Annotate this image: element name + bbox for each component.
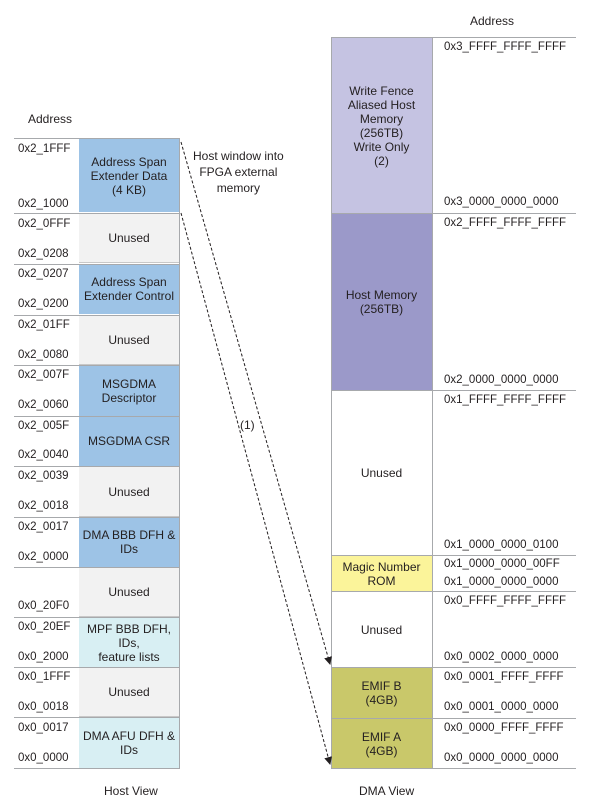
host-block-unused-3: Unused — [79, 467, 179, 517]
host-addr-high: 0x0_1FFF — [18, 671, 71, 683]
host-addr-high: 0x2_0FFF — [18, 218, 71, 230]
host-addr-high: 0x2_0207 — [18, 268, 69, 280]
dma-addr-low: 0x1_0000_0000_0100 — [444, 539, 559, 551]
host-addr-high: 0x2_1FFF — [18, 143, 71, 155]
host-addr-low: 0x0_2000 — [18, 651, 69, 663]
dma-addr-high: 0x1_0000_0000_00FF — [444, 558, 560, 570]
dma-addr-high: 0x0_0000_FFFF_FFFF — [444, 722, 564, 734]
host-addr-low: 0x2_0000 — [18, 551, 69, 563]
mapping-arrow-bottom — [180, 212, 333, 765]
mapping-arrow-top — [180, 141, 332, 665]
host-addr-low: 0x2_0200 — [18, 298, 69, 310]
host-addr-low: 0x2_0018 — [18, 500, 69, 512]
dma-block-write-fence: Write Fence Aliased Host Memory (256TB) … — [331, 38, 432, 213]
dma-addr-high: 0x0_0001_FFFF_FFFF — [444, 671, 564, 683]
dma-separator — [331, 37, 576, 38]
arrow-footnote-label: (1) — [240, 418, 255, 432]
host-addr-low: 0x0_0018 — [18, 701, 69, 713]
dma-view-label: DMA View — [359, 784, 415, 798]
dma-separator — [331, 718, 576, 719]
host-block-unused-4: Unused — [79, 568, 179, 617]
host-separator — [14, 213, 179, 214]
host-addr-low: 0x2_0080 — [18, 349, 69, 361]
host-block-unused-5: Unused — [79, 668, 179, 717]
host-right-border — [179, 138, 180, 769]
host-block-unused-1: Unused — [79, 213, 179, 263]
dma-addr-low: 0x1_0000_0000_0000 — [444, 576, 559, 588]
host-separator — [14, 315, 179, 316]
host-separator — [14, 717, 179, 718]
host-addr-high: 0x2_0017 — [18, 521, 69, 533]
dma-addr-high: 0x0_FFFF_FFFF_FFFF — [444, 595, 567, 607]
dma-separator — [331, 390, 576, 391]
dma-block-magic-rom: Magic Number ROM — [331, 556, 432, 591]
dma-addr-high: 0x3_FFFF_FFFF_FFFF — [444, 41, 567, 53]
host-addr-low: 0x2_0060 — [18, 399, 69, 411]
host-block-ase-data: Address Span Extender Data (4 KB) — [79, 139, 179, 212]
host-addr-low: 0x0_20F0 — [18, 600, 70, 612]
host-addr-high: 0x2_01FF — [18, 319, 70, 331]
dma-separator — [331, 213, 576, 214]
host-separator — [14, 768, 179, 769]
host-view-label: Host View — [104, 784, 158, 798]
host-block-msgdma-csr: MSGDMA CSR — [79, 416, 179, 466]
host-block-unused-2: Unused — [79, 315, 179, 365]
dma-block-host-memory: Host Memory (256TB) — [331, 214, 432, 390]
dma-addr-low: 0x2_0000_0000_0000 — [444, 374, 559, 386]
host-separator — [14, 466, 179, 467]
host-separator — [14, 667, 179, 668]
dma-addr-low: 0x3_0000_0000_0000 — [444, 196, 559, 208]
host-separator — [14, 138, 179, 139]
host-separator — [14, 416, 179, 417]
dma-block-emif-a: EMIF A (4GB) — [331, 719, 432, 768]
dma-block-emif-b: EMIF B (4GB) — [331, 668, 432, 718]
host-addr-high: 0x0_0017 — [18, 722, 69, 734]
dma-address-header: Address — [470, 14, 515, 28]
host-separator — [14, 517, 179, 518]
dma-separator — [331, 768, 576, 769]
host-separator — [14, 617, 179, 618]
host-addr-high: 0x0_20EF — [18, 621, 71, 633]
host-addr-low: 0x2_0040 — [18, 449, 69, 461]
host-addr-low: 0x2_1000 — [18, 198, 69, 210]
dma-separator — [331, 591, 576, 592]
dma-block-unused-2: Unused — [331, 592, 432, 667]
host-addr-high: 0x2_0039 — [18, 470, 69, 482]
host-separator — [14, 264, 179, 265]
host-block-mpf-bbb-dfh: MPF BBB DFH, IDs, feature lists — [79, 618, 179, 667]
host-block-ase-control: Address Span Extender Control — [79, 264, 179, 314]
host-separator — [14, 567, 179, 568]
host-addr-low: 0x0_0000 — [18, 752, 69, 764]
host-addr-high: 0x2_005F — [18, 420, 70, 432]
dma-left-border — [331, 37, 332, 769]
host-block-dma-bbb-dfh: DMA BBB DFH & IDs — [79, 517, 179, 567]
host-window-note: Host window into FPGA external memory — [193, 149, 284, 195]
dma-block-unused-1: Unused — [331, 391, 432, 555]
dma-addr-low: 0x0_0002_0000_0000 — [444, 651, 559, 663]
dma-separator — [331, 555, 576, 556]
host-block-dma-afu-dfh: DMA AFU DFH & IDs — [79, 718, 179, 768]
host-addr-high: 0x2_007F — [18, 369, 70, 381]
dma-mid-border — [432, 37, 433, 769]
host-address-header: Address — [28, 112, 73, 126]
host-separator — [14, 365, 179, 366]
host-block-msgdma-desc: MSGDMA Descriptor — [79, 366, 179, 416]
host-addr-low: 0x2_0208 — [18, 248, 69, 260]
dma-addr-high: 0x1_FFFF_FFFF_FFFF — [444, 394, 567, 406]
dma-addr-low: 0x0_0000_0000_0000 — [444, 752, 559, 764]
dma-addr-high: 0x2_FFFF_FFFF_FFFF — [444, 217, 567, 229]
dma-separator — [331, 667, 576, 668]
dma-addr-low: 0x0_0001_0000_0000 — [444, 701, 559, 713]
